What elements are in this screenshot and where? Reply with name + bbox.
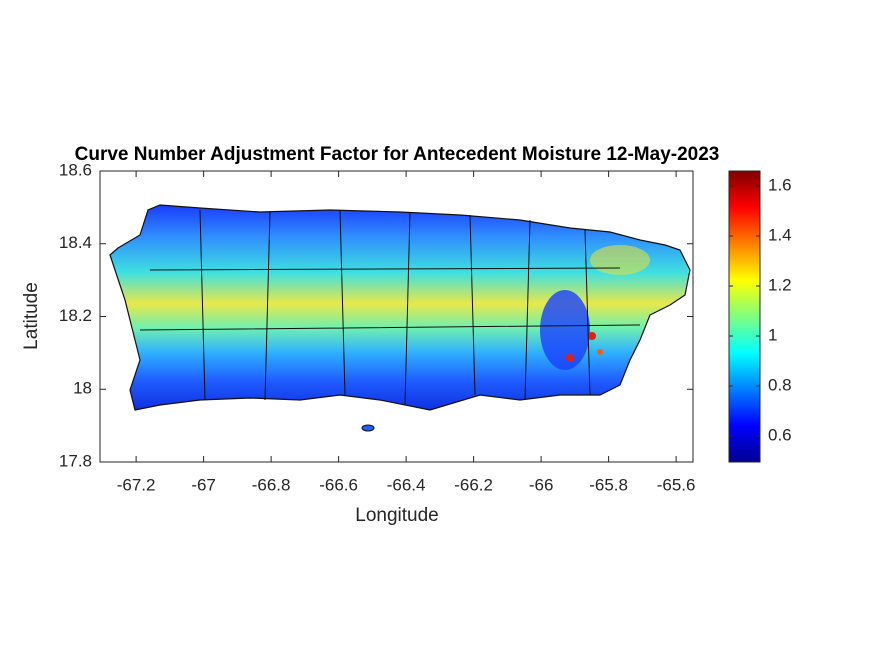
x-tick-label: -65.8 bbox=[589, 475, 628, 494]
colorbar-tick-label: 0.8 bbox=[768, 375, 792, 394]
x-axis-label: Longitude bbox=[355, 505, 438, 526]
y-tick-label: 18.4 bbox=[59, 233, 92, 252]
y-tick-label: 18.6 bbox=[59, 160, 92, 179]
x-tick-label: -66.4 bbox=[387, 475, 426, 494]
y-tick-label: 17.8 bbox=[59, 451, 92, 470]
colorbar-tick-label: 0.6 bbox=[768, 425, 792, 444]
y-axis-label: Latitude bbox=[21, 282, 42, 350]
x-tick-label: -66.2 bbox=[454, 475, 493, 494]
x-tick-label: -67.2 bbox=[117, 475, 156, 494]
chart-title: Curve Number Adjustment Factor for Antec… bbox=[75, 144, 720, 165]
colorbar-tick-label: 1 bbox=[768, 325, 777, 344]
colorbar bbox=[728, 170, 761, 463]
x-tick-label: -65.6 bbox=[657, 475, 696, 494]
y-tick-label: 18 bbox=[73, 379, 92, 398]
x-tick-label: -66.6 bbox=[319, 475, 358, 494]
y-tick-label: 18.2 bbox=[59, 306, 92, 325]
colorbar-tick-label: 1.2 bbox=[768, 275, 792, 294]
x-tick-label: -66.8 bbox=[252, 475, 291, 494]
x-tick-label: -66 bbox=[529, 475, 554, 494]
x-tick-label: -67 bbox=[191, 475, 216, 494]
island bbox=[109, 204, 691, 432]
colorbar-tick-label: 1.6 bbox=[768, 175, 792, 194]
colorbar-tick-label: 1.4 bbox=[768, 225, 792, 244]
